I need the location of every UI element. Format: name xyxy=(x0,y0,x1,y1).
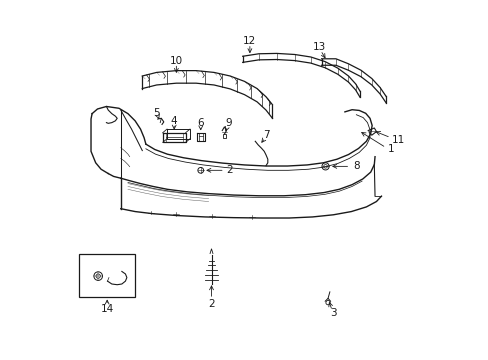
Text: 6: 6 xyxy=(197,118,203,128)
Text: 8: 8 xyxy=(352,161,359,171)
Text: 10: 10 xyxy=(169,55,183,66)
Text: 7: 7 xyxy=(263,130,269,140)
Text: 2: 2 xyxy=(208,299,214,309)
Text: 3: 3 xyxy=(329,309,336,318)
Text: 13: 13 xyxy=(312,42,325,52)
Text: 11: 11 xyxy=(391,135,405,145)
Text: 14: 14 xyxy=(101,304,114,314)
Text: 5: 5 xyxy=(153,108,160,118)
Text: 2: 2 xyxy=(226,165,233,175)
Text: 4: 4 xyxy=(170,116,177,126)
Text: 1: 1 xyxy=(387,144,394,154)
Text: 9: 9 xyxy=(225,118,232,128)
Text: 12: 12 xyxy=(243,36,256,46)
